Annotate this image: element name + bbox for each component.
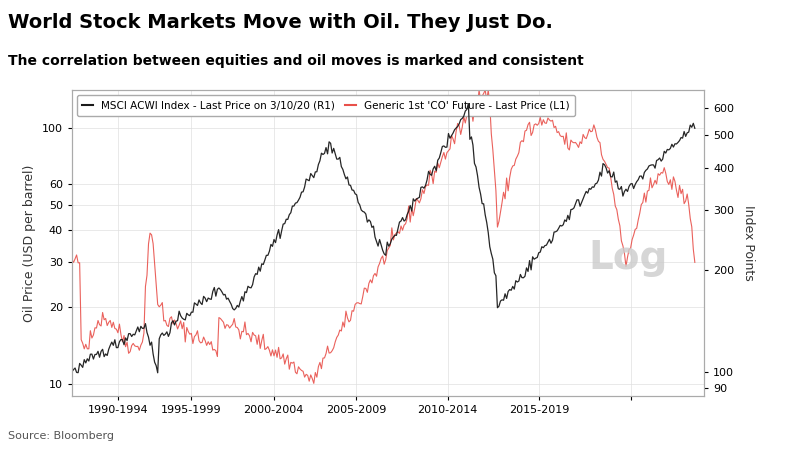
Y-axis label: Oil Price (USD per barrel): Oil Price (USD per barrel) <box>23 164 37 322</box>
Text: The correlation between equities and oil moves is marked and consistent: The correlation between equities and oil… <box>8 54 584 68</box>
Legend: MSCI ACWI Index - Last Price on 3/10/20 (R1), Generic 1st 'CO' Future - Last Pri: MSCI ACWI Index - Last Price on 3/10/20 … <box>78 95 575 116</box>
Text: Log: Log <box>589 239 668 277</box>
Y-axis label: Index Points: Index Points <box>742 205 755 281</box>
Text: World Stock Markets Move with Oil. They Just Do.: World Stock Markets Move with Oil. They … <box>8 14 553 32</box>
Text: Source: Bloomberg: Source: Bloomberg <box>8 431 114 441</box>
